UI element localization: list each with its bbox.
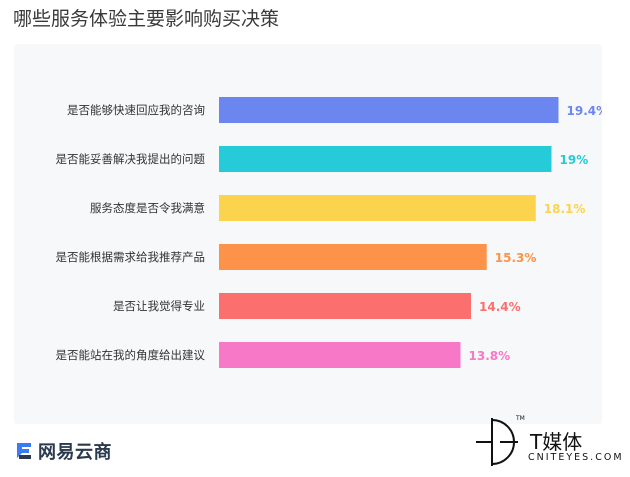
chart-title: 哪些服务体验主要影响购买决策 xyxy=(13,8,280,30)
bar xyxy=(219,342,461,368)
category-label: 是否让我觉得专业 xyxy=(113,299,205,313)
chart-panel: 是否能够快速回应我的咨询 19.4% 是否能妥善解决我提出的问题 19% 服务态度是否令… xyxy=(14,44,602,424)
yunshang-logo-icon xyxy=(17,443,31,459)
brand-right-sub: CNITEYES.COM xyxy=(528,452,624,463)
bar-chart: 是否能够快速回应我的咨询 19.4% 是否能妥善解决我提出的问题 19% 服务态度是否令… xyxy=(56,97,603,368)
tmedia-logo: TM T媒体 CNITEYES.COM xyxy=(474,412,624,472)
bar xyxy=(219,146,552,172)
brand-right-name: T媒体 xyxy=(530,430,583,454)
value-label: 14.4% xyxy=(479,300,521,314)
bar xyxy=(219,244,487,270)
brand-left-name: 网易云商 xyxy=(38,442,112,463)
value-label: 19.4% xyxy=(567,104,603,118)
category-label: 是否能妥善解决我提出的问题 xyxy=(56,152,206,166)
bar xyxy=(219,195,536,221)
tmedia-logo-icon xyxy=(476,418,518,466)
netease-yunshang-logo: 网易云商 xyxy=(14,438,112,464)
bar xyxy=(219,293,471,319)
value-label: 19% xyxy=(560,153,589,167)
category-label: 服务态度是否令我满意 xyxy=(90,201,205,215)
value-label: 15.3% xyxy=(495,251,537,265)
value-label: 18.1% xyxy=(544,202,586,216)
category-label: 是否能根据需求给我推荐产品 xyxy=(56,250,206,264)
category-label: 是否能站在我的角度给出建议 xyxy=(56,348,206,362)
bar xyxy=(219,97,559,123)
value-label: 13.8% xyxy=(469,349,511,363)
brand-right-tm: TM xyxy=(516,415,525,422)
category-label: 是否能够快速回应我的咨询 xyxy=(67,103,205,117)
